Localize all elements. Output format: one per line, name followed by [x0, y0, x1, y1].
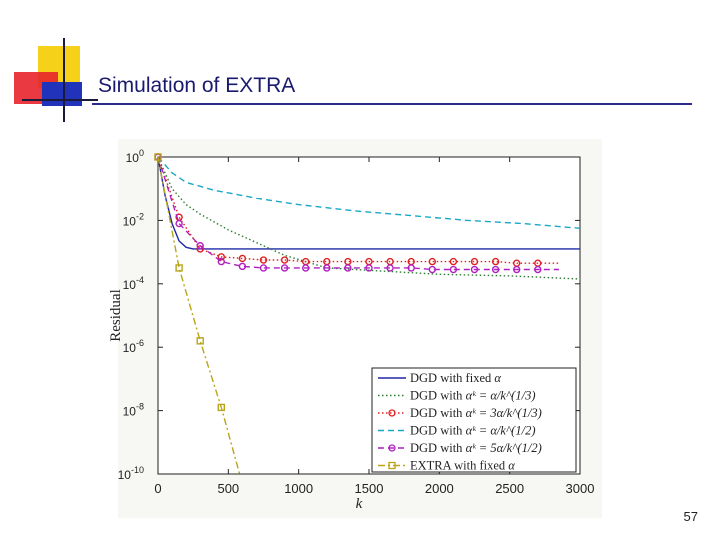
- series-5-marker: [407, 264, 415, 272]
- series-3-marker: [280, 256, 289, 264]
- series-3-marker: [217, 253, 226, 261]
- series-5-marker: [534, 265, 542, 274]
- y-tick-label: 10-2: [123, 211, 144, 228]
- x-tick-label: 1000: [284, 481, 313, 496]
- series-5-marker: [280, 264, 289, 272]
- y-tick-label: 10-10: [118, 465, 144, 482]
- legend-label-5: DGD with αᵏ = 5α/k^(1/2): [410, 441, 542, 455]
- y-tick-label: 10-8: [123, 402, 144, 419]
- y-tick-label: 10-4: [123, 275, 144, 292]
- legend-label-2: DGD with αᵏ = α/k^(1/3): [410, 389, 535, 403]
- y-tick-label: 100: [126, 148, 144, 165]
- x-tick-label: 0: [154, 481, 161, 496]
- x-tick-label: 3000: [566, 481, 595, 496]
- legend-marker-5: [388, 444, 396, 452]
- title-underline: [92, 103, 692, 105]
- legend-label-6: EXTRA with fixed α: [410, 459, 515, 473]
- series-5-marker: [238, 262, 247, 271]
- series-5-marker: [323, 264, 331, 272]
- x-tick-label: 2000: [425, 481, 454, 496]
- y-tick-label: 10-6: [123, 338, 144, 355]
- series-5-marker: [470, 265, 479, 274]
- legend-marker-6: [388, 461, 396, 470]
- x-tick-label: 2500: [495, 481, 524, 496]
- series-3-marker: [449, 257, 458, 266]
- series-3-marker: [259, 256, 268, 264]
- series-3-marker: [491, 257, 500, 266]
- series-5-marker: [196, 242, 204, 250]
- series-5-marker: [491, 265, 500, 274]
- y-axis-label: Residual: [108, 289, 124, 342]
- series-3-marker: [470, 257, 479, 266]
- series-5-marker: [175, 219, 183, 228]
- series-3-marker: [238, 254, 247, 263]
- series-6-marker: [154, 153, 162, 161]
- series-3-marker: [428, 257, 436, 266]
- series-line-4: [158, 156, 580, 229]
- series-5-marker: [344, 264, 352, 272]
- legend-marker-3: [388, 409, 396, 417]
- series-5-marker: [259, 264, 268, 272]
- legend-box: [371, 367, 577, 473]
- legend-label-4: DGD with αᵏ = α/k^(1/2): [410, 424, 535, 438]
- series-5-marker: [386, 264, 394, 272]
- x-axis-label: k: [356, 496, 363, 512]
- series-6-marker: [196, 337, 204, 345]
- deco-vertical-line: [63, 38, 65, 122]
- x-tick-label: 500: [217, 481, 239, 496]
- plot-layer: 0 500 1000 1500 2000 2500 3000 100 10-2 10-4 10-6 1…: [108, 139, 602, 518]
- page-number: 57: [683, 509, 698, 524]
- deco-blue-block: [42, 82, 82, 106]
- x-tick-label: 1500: [355, 481, 384, 496]
- series-5-marker: [449, 265, 458, 274]
- series-5-marker: [513, 265, 521, 274]
- slide-title: Simulation of EXTRA: [98, 74, 296, 97]
- series-6-marker: [175, 264, 183, 272]
- series-5-marker: [428, 265, 436, 274]
- series-5-marker: [302, 264, 310, 272]
- series-line-6: [158, 156, 241, 474]
- legend-label-1: DGD with fixed α: [410, 371, 501, 385]
- series-5-marker: [365, 264, 373, 272]
- legend-label-3: DGD with αᵏ = 3α/k^(1/3): [410, 406, 542, 420]
- series-line-2: [158, 156, 580, 280]
- series-6-marker: [217, 403, 226, 412]
- deco-horizontal-line: [22, 99, 98, 101]
- series-5-marker: [217, 257, 226, 266]
